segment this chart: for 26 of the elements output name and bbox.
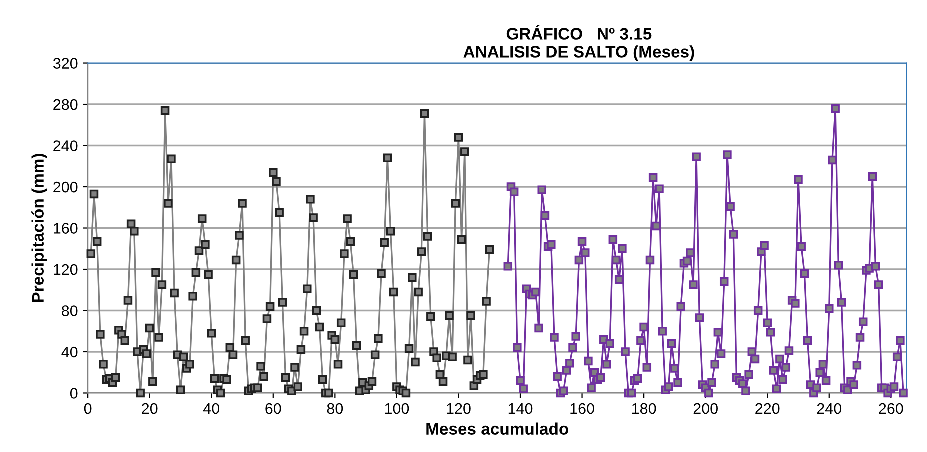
- x-tick-label: 40: [203, 403, 220, 414]
- y-tick-label: 280: [54, 99, 78, 110]
- y-tick-label: 200: [54, 182, 78, 193]
- y-tick-label: 120: [54, 264, 78, 276]
- y-tick-label: 0: [70, 388, 78, 399]
- y-tick-label: 40: [62, 346, 78, 358]
- x-tick-label: 0: [84, 403, 92, 414]
- y-axis-title: Precipitación (mm): [32, 154, 48, 302]
- x-tick-label: 220: [756, 403, 780, 414]
- x-tick-label: 80: [327, 403, 344, 414]
- x-tick-label: 200: [694, 403, 718, 414]
- x-tick-label: 160: [570, 403, 594, 414]
- x-tick-label: 20: [142, 403, 158, 414]
- x-tick-label: 60: [266, 403, 282, 414]
- x-tick-label: 180: [632, 403, 656, 414]
- y-tick-label: 160: [54, 223, 78, 234]
- y-tick-label: 320: [53, 58, 78, 69]
- x-axis-title: Meses acumulado: [426, 422, 568, 435]
- y-tick-label: 80: [62, 306, 78, 316]
- x-tick-label: 120: [447, 403, 471, 414]
- x-tick-label: 100: [385, 403, 410, 414]
- x-tick-label: 140: [508, 403, 533, 414]
- x-tick-label: 260: [879, 403, 904, 414]
- chart-title: GRÁFICO Nº 3.15 ANALISIS DE SALTO (Meses): [464, 25, 694, 62]
- y-tick-label: 240: [54, 140, 78, 152]
- x-tick-label: 240: [817, 403, 842, 414]
